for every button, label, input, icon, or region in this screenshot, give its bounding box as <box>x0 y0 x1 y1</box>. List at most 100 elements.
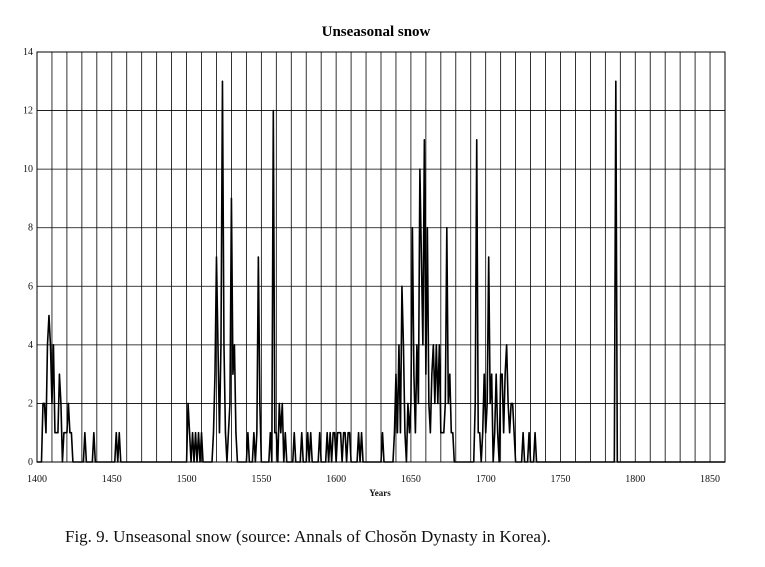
data-point <box>257 256 259 258</box>
data-point <box>188 432 191 434</box>
data-point <box>425 373 427 375</box>
data-point <box>301 432 303 434</box>
data-point <box>45 432 47 434</box>
y-tick-label: 10 <box>23 164 33 175</box>
data-point <box>491 373 493 375</box>
data-point <box>522 432 524 434</box>
data-point <box>399 432 402 434</box>
data-point <box>214 373 216 375</box>
data-point <box>507 402 509 405</box>
data-point <box>497 432 499 434</box>
data-point <box>281 402 283 405</box>
data-point <box>229 402 231 405</box>
data-point <box>432 344 434 346</box>
data-point <box>357 432 360 434</box>
data-point <box>232 373 234 375</box>
x-tick-label: 1700 <box>476 474 496 485</box>
data-point <box>54 432 56 434</box>
y-tick-label: 6 <box>28 281 33 292</box>
data-point <box>398 344 400 346</box>
data-point <box>274 432 276 434</box>
data-point <box>220 344 222 346</box>
data-point <box>55 432 58 434</box>
grid-lines <box>37 52 725 462</box>
data-point <box>401 285 403 287</box>
data-point <box>501 373 503 375</box>
data-point <box>278 402 280 405</box>
data-point <box>51 402 53 405</box>
data-point <box>118 432 120 434</box>
data-point <box>452 432 454 434</box>
data-point <box>414 432 416 434</box>
data-point <box>66 432 68 434</box>
data-point <box>444 402 446 405</box>
data-point <box>438 344 440 346</box>
data-point <box>284 432 286 434</box>
data-point <box>407 402 409 405</box>
chart-title: Unseasonal snow <box>322 24 431 40</box>
data-point <box>93 432 95 434</box>
snow-chart: Unseasonal snow 0 2 4 6 8 10 12 14 1400 1450 1500… <box>23 24 726 498</box>
data-point <box>446 227 448 229</box>
data-point <box>443 432 445 434</box>
data-point <box>404 432 406 434</box>
data-point <box>494 432 496 434</box>
data-point <box>194 432 197 434</box>
data-point <box>479 432 481 434</box>
data-point <box>60 402 62 405</box>
data-point <box>504 373 506 375</box>
data-point <box>63 432 65 434</box>
data-point <box>344 432 346 434</box>
data-point <box>221 80 224 82</box>
y-tick-label: 0 <box>28 457 33 468</box>
data-point <box>509 432 511 434</box>
data-point <box>48 314 50 317</box>
data-point <box>483 373 485 375</box>
data-point <box>447 402 449 405</box>
data-point <box>64 432 67 434</box>
data-point <box>474 402 476 405</box>
data-point <box>280 432 282 434</box>
data-point <box>512 402 514 405</box>
data-point <box>343 432 345 434</box>
data-point <box>437 402 439 405</box>
data-point <box>417 402 419 405</box>
data-point <box>506 344 508 346</box>
data-point <box>513 432 515 434</box>
data-point <box>482 432 484 434</box>
data-point <box>235 432 237 434</box>
data-point <box>247 432 249 434</box>
data-point <box>488 256 490 258</box>
data-point <box>70 432 72 434</box>
data-point <box>218 432 221 434</box>
data-point <box>347 432 349 434</box>
data-point <box>52 344 55 346</box>
data-point <box>419 168 421 170</box>
data-point <box>259 402 261 405</box>
data-point <box>408 432 411 434</box>
data-point <box>215 256 218 258</box>
data-point <box>348 432 351 434</box>
data-point <box>510 402 512 405</box>
x-tick-label: 1600 <box>326 474 346 485</box>
data-point <box>187 402 189 405</box>
data-point <box>413 373 415 375</box>
data-point <box>191 432 194 434</box>
data-point <box>212 432 215 434</box>
data-point <box>486 402 488 405</box>
data-point <box>293 432 295 434</box>
data-point <box>334 432 336 434</box>
data-point <box>310 432 312 434</box>
data-point <box>422 344 424 346</box>
data-point <box>393 432 396 434</box>
data-point <box>396 432 399 434</box>
data-point <box>395 373 397 375</box>
data-point <box>450 432 452 434</box>
y-tick-label: 2 <box>28 398 33 409</box>
data-point <box>489 402 491 405</box>
x-axis-label: Years <box>369 488 391 498</box>
data-point <box>428 402 430 405</box>
data-point <box>500 373 502 375</box>
data-point <box>46 344 49 346</box>
data-point <box>42 402 44 405</box>
